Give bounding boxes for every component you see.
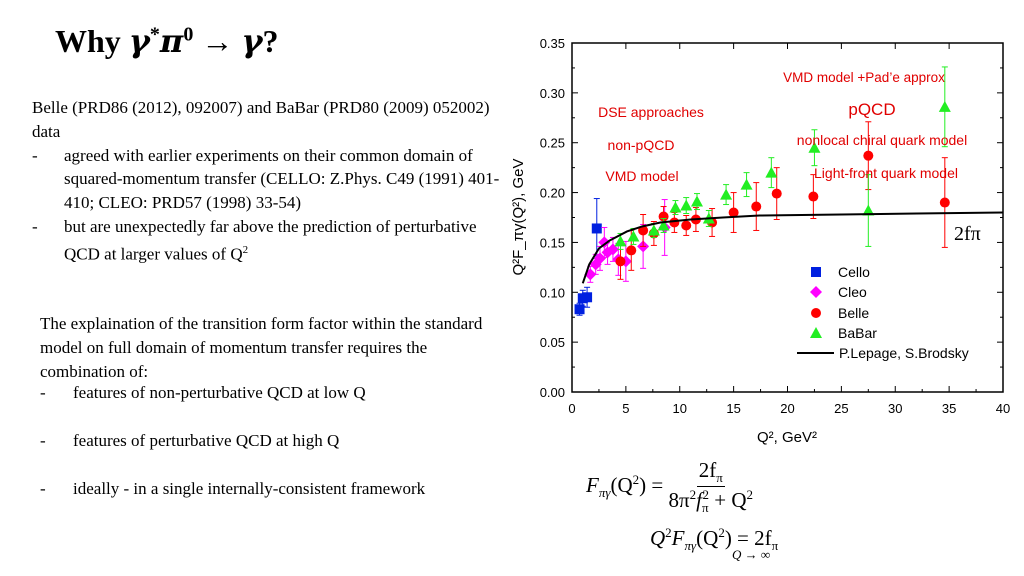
- data-point-belle: [658, 211, 669, 222]
- slide-title: Why γ*π0 → γ?: [55, 22, 279, 60]
- data-point-babar: [765, 166, 778, 178]
- x-tick-label: 35: [942, 401, 956, 416]
- explanation-paragraph: The explaination of the transition form …: [40, 314, 483, 381]
- legend-label-babar: BaBar: [838, 325, 877, 341]
- bullet-item: - agreed with earlier experiments on thei…: [32, 145, 500, 213]
- legend-marker-cello: [811, 267, 821, 277]
- data-point-cello: [582, 292, 593, 303]
- legend-label-cello: Cello: [838, 264, 870, 280]
- data-point-cello: [574, 304, 585, 315]
- y-axis-label: Q²F_πγ(Q²), GeV: [510, 158, 527, 275]
- data-point-babar: [720, 188, 733, 200]
- x-tick-label: 0: [568, 401, 575, 416]
- annotation-label: non-pQCD: [608, 137, 675, 153]
- data-point-belle: [863, 150, 874, 161]
- y-tick-label: 0.10: [540, 285, 565, 300]
- data-point-belle: [728, 207, 739, 218]
- annotation-label: Light-front quark model: [814, 165, 958, 181]
- data-point-babar: [808, 141, 821, 153]
- y-tick-label: 0.05: [540, 335, 565, 350]
- data-point-cleo: [594, 252, 607, 265]
- x-tick-label: 25: [834, 401, 848, 416]
- data-point-babar: [669, 201, 682, 213]
- data-point-belle: [669, 217, 680, 228]
- experiments-paragraph: Belle (PRD86 (2012), 092007) and BaBar (…: [32, 96, 502, 266]
- legend-marker-cleo: [810, 286, 822, 298]
- bullet-item: - but are unexpectedly far above the pred…: [32, 216, 477, 264]
- data-point-belle: [615, 256, 626, 267]
- data-point-babar: [740, 178, 753, 190]
- formula-form-factor: Fπγ(Q2) = 2fπ 8π2fπ2 + Q2: [586, 458, 754, 516]
- formula-asymptotic-limit: Q2Fπγ(Q2) = 2fπ Q → ∞: [650, 525, 779, 562]
- legend-marker-belle: [811, 308, 821, 318]
- data-point-babar: [938, 100, 951, 112]
- x-tick-label: 10: [673, 401, 687, 416]
- bullet-item: - features of non-perturbative QCD at low…: [40, 383, 366, 402]
- legend-marker-babar: [810, 327, 822, 338]
- data-point-babar: [680, 199, 693, 211]
- data-point-belle: [751, 201, 762, 212]
- data-point-babar: [690, 195, 703, 207]
- theory-curve-p-lepage-s-brodsky: [581, 211, 1004, 284]
- annotation-label: VMD model: [605, 168, 678, 184]
- data-point-belle: [939, 197, 950, 208]
- x-tick-label: 20: [780, 401, 794, 416]
- y-tick-label: 0.25: [540, 136, 565, 151]
- annotation-label: DSE approaches: [598, 104, 704, 120]
- data-point-belle: [681, 220, 692, 231]
- legend-label-belle: Belle: [838, 305, 869, 321]
- data-point-cello: [591, 223, 602, 234]
- annotation-label: nonlocal chiral quark model: [797, 132, 967, 148]
- legend-label-cleo: Cleo: [838, 284, 867, 300]
- bullet-item: - features of perturbative QCD at high Q: [40, 431, 340, 450]
- data-point-babar: [862, 204, 875, 216]
- data-point-babar: [647, 224, 660, 236]
- plot-frame: [571, 42, 1004, 393]
- y-tick-label: 0.15: [540, 235, 565, 250]
- y-tick-label: 0.35: [540, 36, 565, 51]
- intro-text: Belle (PRD86 (2012), 092007) and BaBar (…: [32, 98, 490, 141]
- data-point-belle: [808, 191, 819, 202]
- data-point-babar: [627, 230, 640, 242]
- annotation-label: VMD model +Pad’e approx: [783, 70, 945, 85]
- data-point-babar: [614, 235, 627, 247]
- data-point-babar: [657, 219, 670, 231]
- x-tick-label: 15: [726, 401, 740, 416]
- limit-label: Q → ∞: [732, 547, 771, 562]
- x-axis-label: Q², GeV²: [757, 429, 817, 446]
- y-tick-label: 0.20: [540, 186, 565, 201]
- annotation-2fpi: 2fπ: [954, 223, 981, 245]
- x-tick-label: 5: [622, 401, 629, 416]
- legend-label-p-lepage-s-brodsky: P.Lepage, S.Brodsky: [839, 345, 969, 361]
- x-tick-label: 30: [888, 401, 902, 416]
- data-point-belle: [771, 188, 782, 199]
- x-tick-label: 40: [996, 401, 1010, 416]
- annotation-label: pQCD: [848, 100, 895, 119]
- bullet-item: - ideally - in a single internally-consis…: [40, 479, 426, 498]
- y-tick-label: 0.30: [540, 86, 565, 101]
- y-tick-label: 0.00: [540, 385, 565, 400]
- data-point-belle: [626, 245, 637, 256]
